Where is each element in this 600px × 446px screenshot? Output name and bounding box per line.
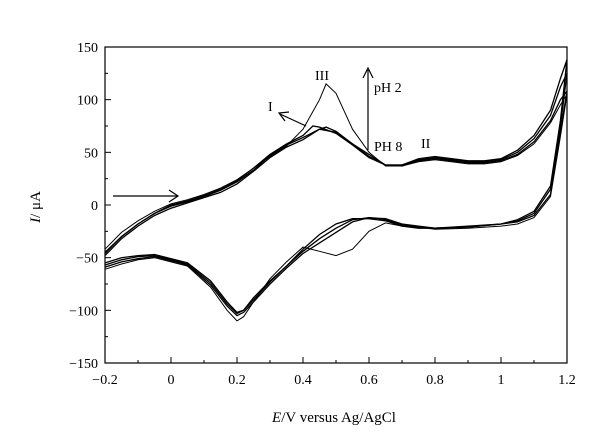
x-axis-ticks: −0.2 0 0.2 0.4 0.6 0.8 1 1.2 [92,357,576,388]
y-tick-label: −100 [69,304,98,319]
ph-bottom-label: PH 8 [374,140,402,155]
y-tick-label: 0 [91,199,98,214]
ph-arrow-head [362,66,374,79]
x-axis-label-symbol: E [271,410,281,426]
y-tick-label: −50 [76,252,98,267]
annotations: III I II pH 2 PH 8 [113,66,431,203]
y-axis-label: I/ μA [28,191,44,224]
scan-direction-arrow-head [168,189,180,203]
x-tick-label: 0.6 [360,373,378,388]
y-tick-label: 100 [77,94,98,109]
y-tick-label: −150 [69,357,98,372]
series-line-1 [104,90,568,314]
peak-II-label: II [421,137,431,152]
peak-I-arrow-line [279,113,307,127]
x-tick-label: 1.2 [558,373,576,388]
ph-top-label: pH 2 [374,81,402,96]
x-tick-label: 0.2 [228,373,246,388]
x-tick-label: 0.8 [426,373,444,388]
y-axis-label-text: / μA [28,191,44,218]
y-axis-ticks: −150 −100 −50 0 50 100 150 [69,41,111,372]
series-line-3 [104,59,568,317]
x-tick-label: 0 [168,373,175,388]
x-tick-label: −0.2 [92,373,117,388]
x-tick-label: 1 [498,373,505,388]
y-tick-label: 150 [77,41,98,56]
peak-I-label: I [268,100,273,115]
series-line-4 [104,83,568,322]
peak-III-label: III [315,69,329,84]
y-tick-label: 50 [84,146,98,161]
x-axis-label-text: /V versus Ag/AgCl [281,410,396,426]
x-axis-label: E/V versus Ag/AgCl [271,410,396,426]
peak-I-arrow-head [277,111,290,122]
y-axis-label-symbol: I [28,217,44,224]
series-curves [104,59,568,322]
x-tick-label: 0.4 [294,373,312,388]
